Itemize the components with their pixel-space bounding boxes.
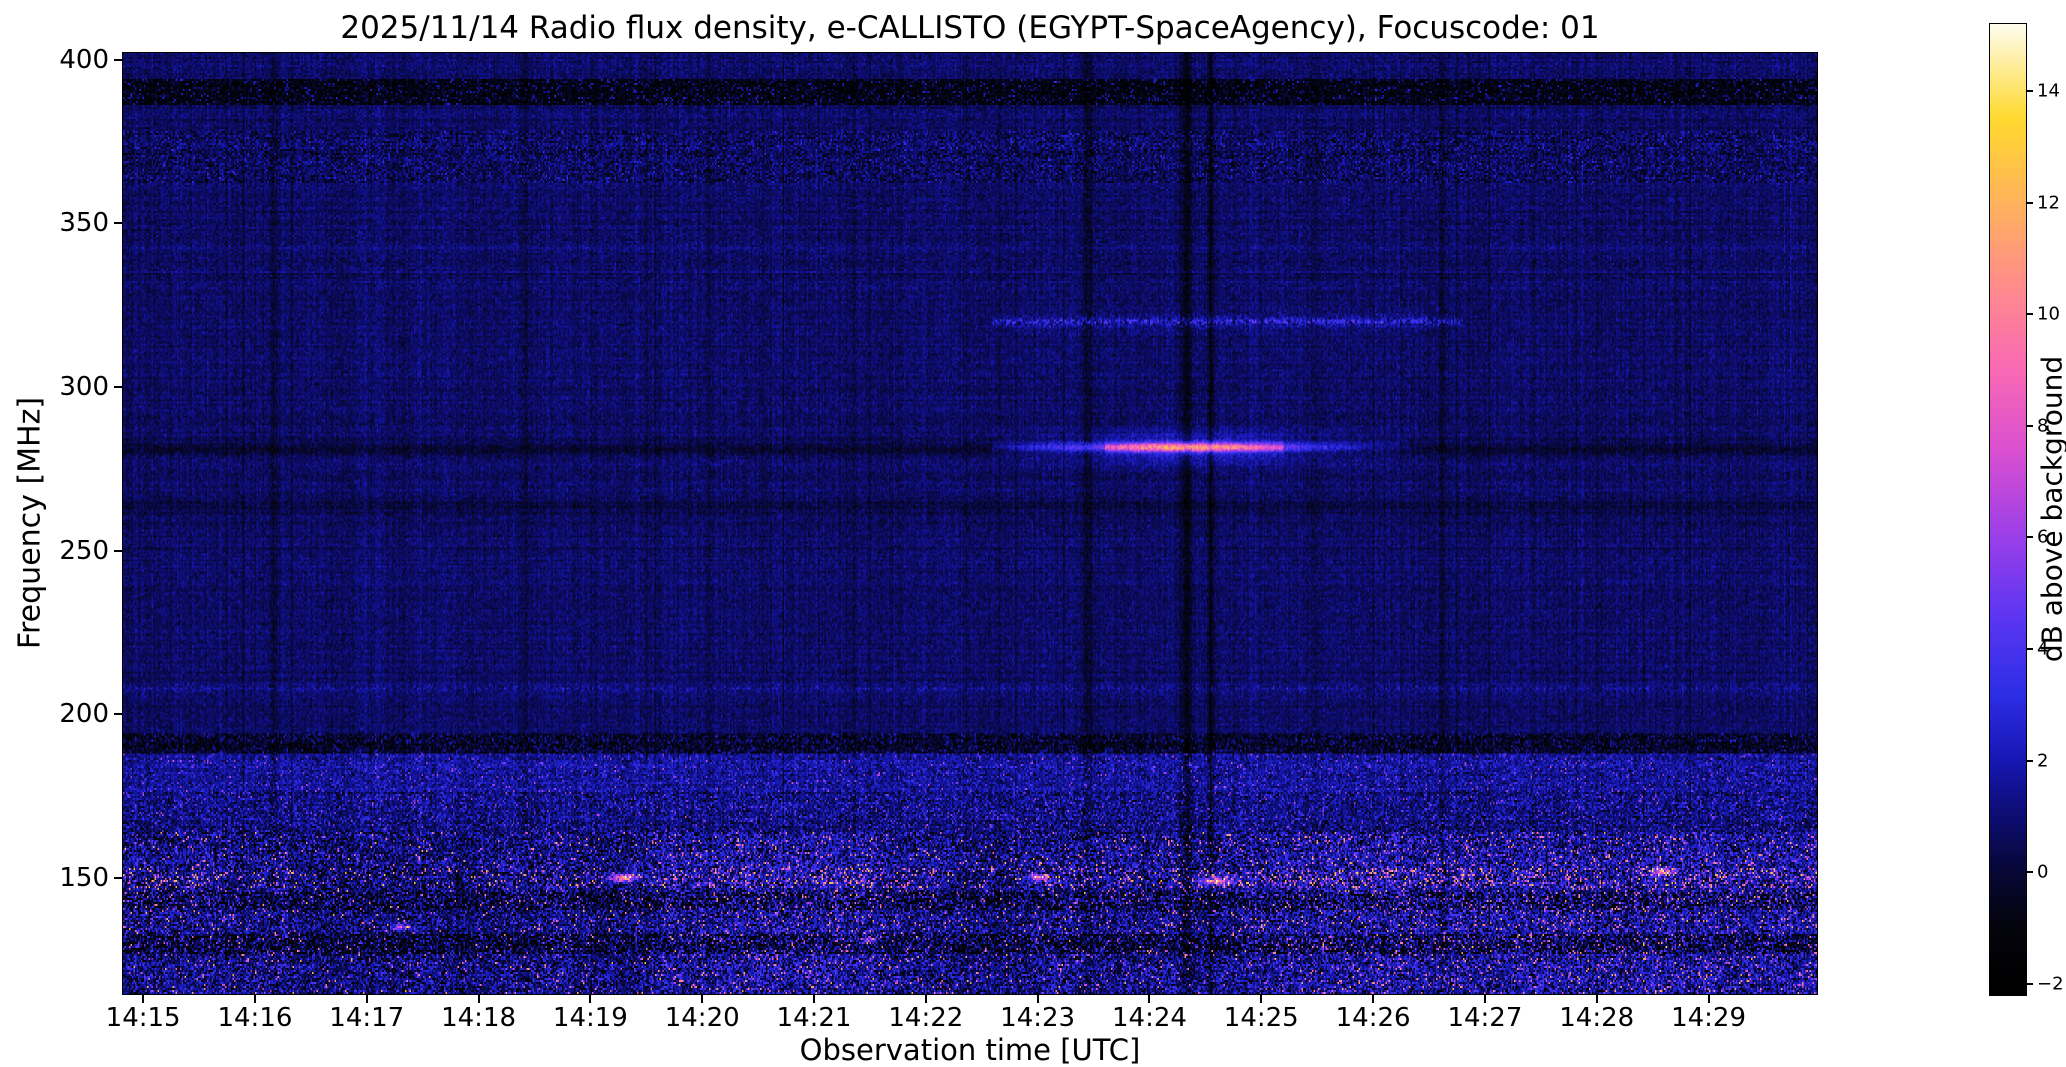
x-tick-mark — [1707, 994, 1710, 1003]
x-tick-label: 14:19 — [552, 1003, 628, 1033]
colorbar-tick-mark — [2026, 982, 2033, 985]
y-tick-label: 250 — [59, 535, 109, 566]
spectrogram-heatmap — [122, 52, 1818, 995]
x-tick-mark — [589, 994, 592, 1003]
y-tick-mark — [114, 385, 123, 388]
x-tick-label: 14:22 — [888, 1003, 964, 1033]
colorbar-tick-label: 4 — [2037, 638, 2049, 660]
y-tick-label: 150 — [59, 862, 109, 893]
y-tick-mark — [114, 58, 123, 61]
colorbar-tick-mark — [2026, 536, 2033, 539]
chart-title: 2025/11/14 Radio flux density, e-CALLIST… — [340, 10, 1600, 46]
y-tick-label: 400 — [59, 44, 109, 75]
colorbar-tick-label: −2 — [2037, 973, 2064, 995]
colorbar-tick-label: 0 — [2037, 861, 2049, 883]
x-tick-label: 14:17 — [329, 1003, 405, 1033]
colorbar-tick-label: 14 — [2037, 80, 2060, 102]
x-tick-mark — [1260, 994, 1263, 1003]
colorbar-tick-mark — [2026, 201, 2033, 204]
x-tick-label: 14:23 — [1000, 1003, 1076, 1033]
x-tick-label: 14:15 — [105, 1003, 181, 1033]
y-axis-label: Frequency [MHz] — [12, 396, 48, 650]
colorbar-tick-label: 12 — [2037, 192, 2060, 214]
x-tick-mark — [365, 994, 368, 1003]
x-axis-label: Observation time [UTC] — [799, 1033, 1141, 1067]
x-tick-mark — [813, 994, 816, 1003]
x-tick-mark — [1483, 994, 1486, 1003]
x-tick-label: 14:28 — [1559, 1003, 1635, 1033]
x-tick-mark — [253, 994, 256, 1003]
x-tick-mark — [924, 994, 927, 1003]
y-tick-mark — [114, 876, 123, 879]
y-tick-mark — [114, 713, 123, 716]
y-tick-label: 300 — [59, 371, 109, 402]
y-tick-label: 350 — [59, 208, 109, 239]
x-tick-label: 14:26 — [1335, 1003, 1411, 1033]
colorbar-tick-mark — [2026, 313, 2033, 316]
x-tick-label: 14:27 — [1447, 1003, 1523, 1033]
x-tick-label: 14:20 — [664, 1003, 740, 1033]
x-tick-label: 14:25 — [1223, 1003, 1299, 1033]
x-tick-mark — [477, 994, 480, 1003]
colorbar-tick-mark — [2026, 89, 2033, 92]
x-tick-mark — [142, 994, 145, 1003]
colorbar-tick-label: 2 — [2037, 750, 2049, 772]
colorbar-tick-label: 8 — [2037, 415, 2049, 437]
x-tick-label: 14:16 — [217, 1003, 293, 1033]
x-tick-mark — [1595, 994, 1598, 1003]
x-tick-mark — [1372, 994, 1375, 1003]
colorbar-tick-label: 10 — [2037, 303, 2060, 325]
x-tick-label: 14:21 — [776, 1003, 852, 1033]
colorbar-tick-mark — [2026, 648, 2033, 650]
x-tick-mark — [1148, 994, 1151, 1003]
colorbar-label: dB above background — [2035, 355, 2066, 663]
x-tick-mark — [701, 994, 704, 1003]
y-tick-mark — [114, 222, 123, 225]
x-tick-mark — [1036, 994, 1039, 1003]
colorbar-tick-mark — [2026, 871, 2033, 874]
x-tick-label: 14:29 — [1671, 1003, 1746, 1033]
colorbar-gradient — [1989, 23, 2027, 996]
colorbar-tick-mark — [2026, 759, 2033, 762]
y-tick-mark — [114, 549, 123, 552]
x-tick-label: 14:24 — [1111, 1003, 1187, 1033]
y-tick-label: 200 — [59, 699, 109, 730]
colorbar-tick-mark — [2026, 424, 2033, 427]
x-tick-label: 14:18 — [441, 1003, 517, 1033]
colorbar-tick-label: 6 — [2037, 526, 2049, 548]
